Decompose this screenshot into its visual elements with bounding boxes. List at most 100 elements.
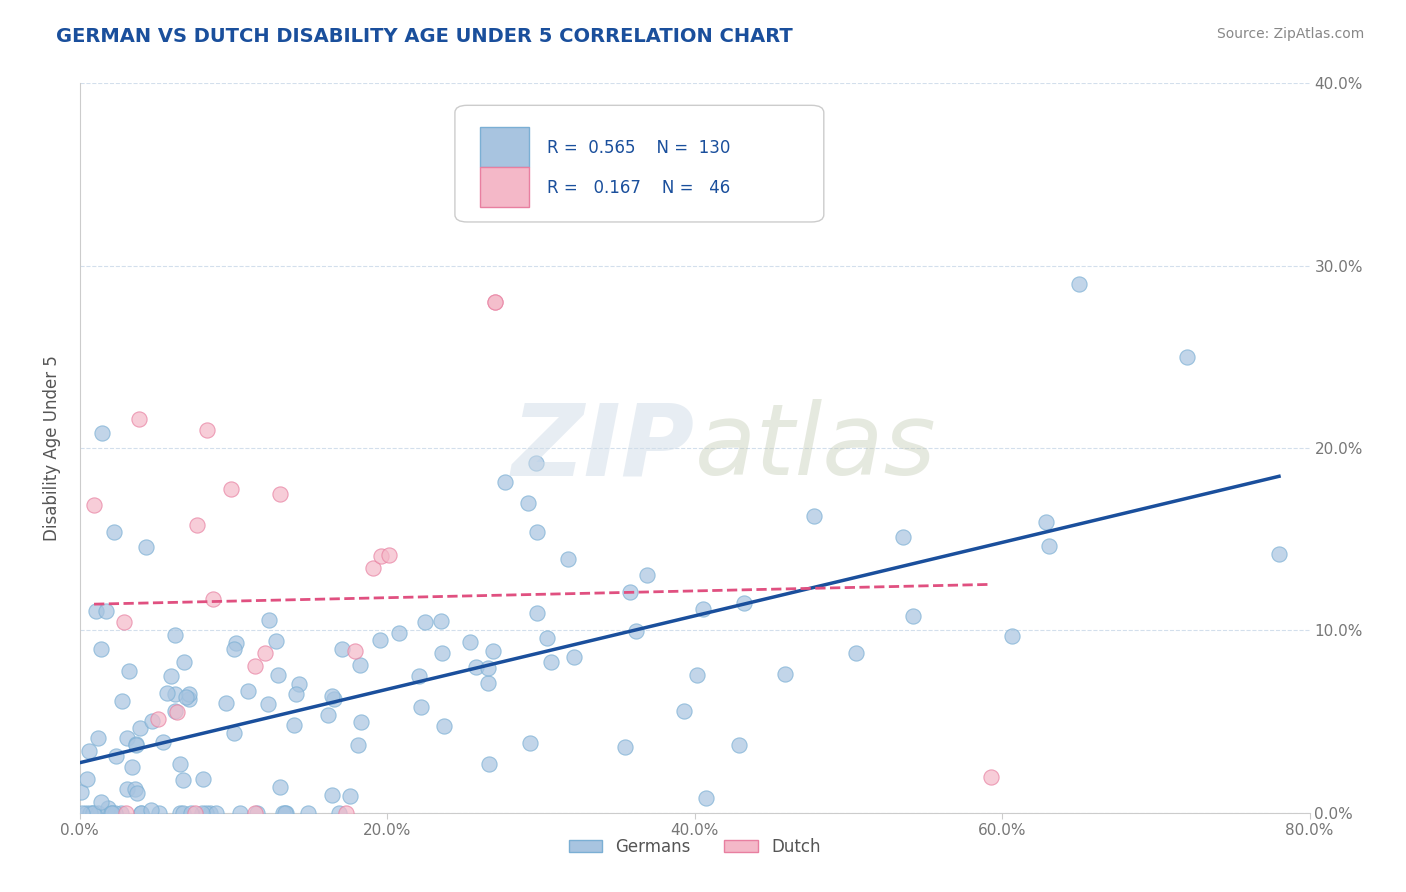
Point	[246, 805, 269, 820]
Point	[70, 805, 93, 820]
Point	[519, 736, 541, 750]
Point	[349, 658, 371, 673]
Point	[229, 805, 252, 820]
Point	[370, 633, 392, 648]
Point	[169, 756, 191, 771]
Point	[125, 738, 148, 752]
Point	[90, 796, 112, 810]
Point	[103, 524, 125, 539]
Point	[110, 805, 132, 820]
Point	[339, 789, 361, 803]
Point	[430, 614, 453, 628]
Point	[323, 692, 346, 706]
Point	[1067, 277, 1090, 291]
Point	[75, 805, 97, 820]
Point	[1035, 515, 1057, 529]
Point	[243, 659, 266, 673]
Point	[101, 805, 124, 820]
Point	[536, 631, 558, 645]
Point	[1038, 539, 1060, 553]
Point	[269, 486, 291, 500]
Text: GERMAN VS DUTCH DISABILITY AGE UNDER 5 CORRELATION CHART: GERMAN VS DUTCH DISABILITY AGE UNDER 5 C…	[56, 27, 793, 45]
Text: R =   0.167    N =   46: R = 0.167 N = 46	[547, 178, 730, 197]
Point	[464, 660, 486, 674]
Point	[70, 785, 93, 799]
Point	[77, 744, 100, 758]
Point	[524, 456, 547, 470]
Point	[1175, 350, 1198, 364]
Point	[173, 655, 195, 669]
Y-axis label: Disability Age Under 5: Disability Age Under 5	[44, 355, 60, 541]
Point	[165, 687, 187, 701]
Point	[517, 495, 540, 509]
Point	[222, 641, 245, 656]
Point	[117, 664, 139, 678]
Point	[100, 805, 122, 820]
Point	[225, 636, 247, 650]
Point	[219, 483, 242, 497]
Point	[201, 592, 224, 607]
Point	[243, 805, 266, 820]
Point	[458, 635, 481, 649]
Point	[484, 295, 506, 310]
Point	[115, 805, 138, 820]
Point	[124, 782, 146, 797]
Point	[174, 690, 197, 705]
Point	[686, 668, 709, 682]
Point	[285, 687, 308, 701]
Point	[87, 731, 110, 745]
Point	[980, 770, 1002, 784]
Point	[177, 687, 200, 701]
Point	[112, 615, 135, 629]
Point	[94, 604, 117, 618]
Point	[125, 738, 148, 752]
Point	[343, 644, 366, 658]
Point	[191, 805, 214, 820]
Point	[148, 805, 170, 820]
Point	[172, 805, 194, 820]
Point	[321, 788, 343, 802]
Point	[477, 675, 499, 690]
Point	[803, 509, 825, 524]
Point	[388, 625, 411, 640]
Point	[526, 524, 548, 539]
Point	[146, 713, 169, 727]
Point	[273, 805, 295, 820]
Point	[215, 696, 238, 710]
Point	[274, 805, 297, 820]
Point	[727, 739, 749, 753]
Legend: Germans, Dutch: Germans, Dutch	[562, 831, 827, 863]
Point	[433, 718, 456, 732]
Point	[82, 805, 104, 820]
Point	[238, 683, 260, 698]
Point	[477, 661, 499, 675]
Point	[198, 805, 221, 820]
Point	[773, 667, 796, 681]
Point	[125, 786, 148, 800]
Point	[91, 425, 114, 440]
Point	[377, 548, 399, 562]
Point	[104, 749, 127, 764]
Point	[141, 804, 163, 818]
Point	[346, 738, 368, 752]
Point	[160, 669, 183, 683]
Point	[156, 686, 179, 700]
Point	[79, 805, 101, 820]
Point	[166, 705, 188, 719]
Point	[494, 475, 516, 489]
Point	[481, 644, 503, 658]
Point	[330, 641, 353, 656]
Point	[733, 596, 755, 610]
Point	[637, 568, 659, 582]
Point	[269, 780, 291, 794]
Point	[82, 805, 104, 820]
Point	[141, 714, 163, 729]
Point	[695, 790, 717, 805]
Point	[76, 772, 98, 786]
Bar	[479, 168, 529, 207]
Point	[121, 759, 143, 773]
Point	[557, 552, 579, 566]
Point	[180, 805, 202, 820]
Text: atlas: atlas	[695, 400, 936, 497]
Point	[115, 781, 138, 796]
